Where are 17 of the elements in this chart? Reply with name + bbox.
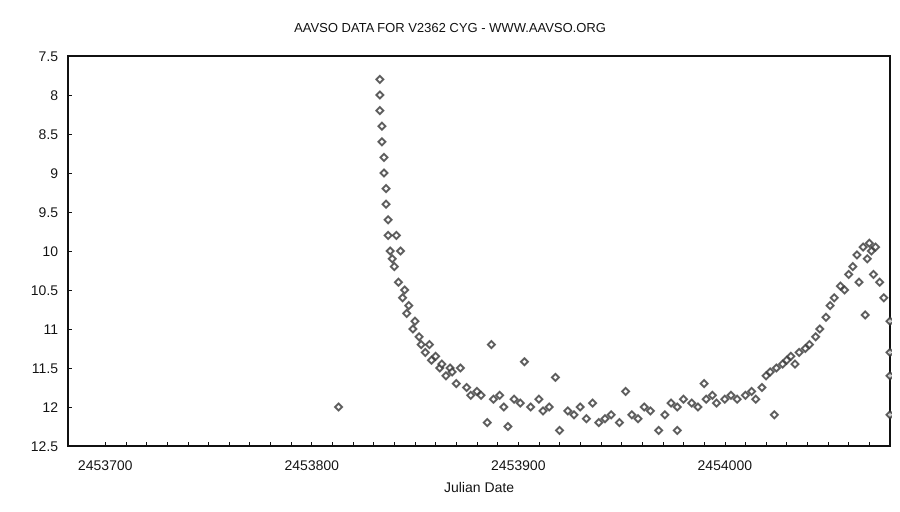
y-tick-label: 7.5 [38, 48, 58, 64]
y-tick-label: 9 [50, 165, 58, 181]
x-tick-label: 2453700 [78, 457, 133, 473]
x-tick-label: 2454000 [698, 457, 752, 473]
y-tick-label: 12 [42, 399, 58, 415]
y-tick-label: 11 [43, 321, 58, 337]
y-tick-label: 8 [50, 87, 58, 103]
x-tick-label: 2453900 [490, 457, 546, 473]
y-tick-label: 9.5 [38, 204, 58, 220]
x-tick-label: 2453800 [284, 457, 340, 473]
y-tick-label: 10 [42, 243, 58, 259]
y-tick-label: 8.5 [38, 126, 58, 142]
y-tick-label: 10.5 [30, 282, 58, 298]
x-axis-title: Julian Date [444, 479, 514, 495]
y-tick-label: 11.5 [32, 360, 58, 376]
chart-title: AAVSO DATA FOR V2362 CYG - WWW.AAVSO.ORG [294, 20, 606, 35]
y-tick-label: 12.5 [30, 438, 58, 454]
